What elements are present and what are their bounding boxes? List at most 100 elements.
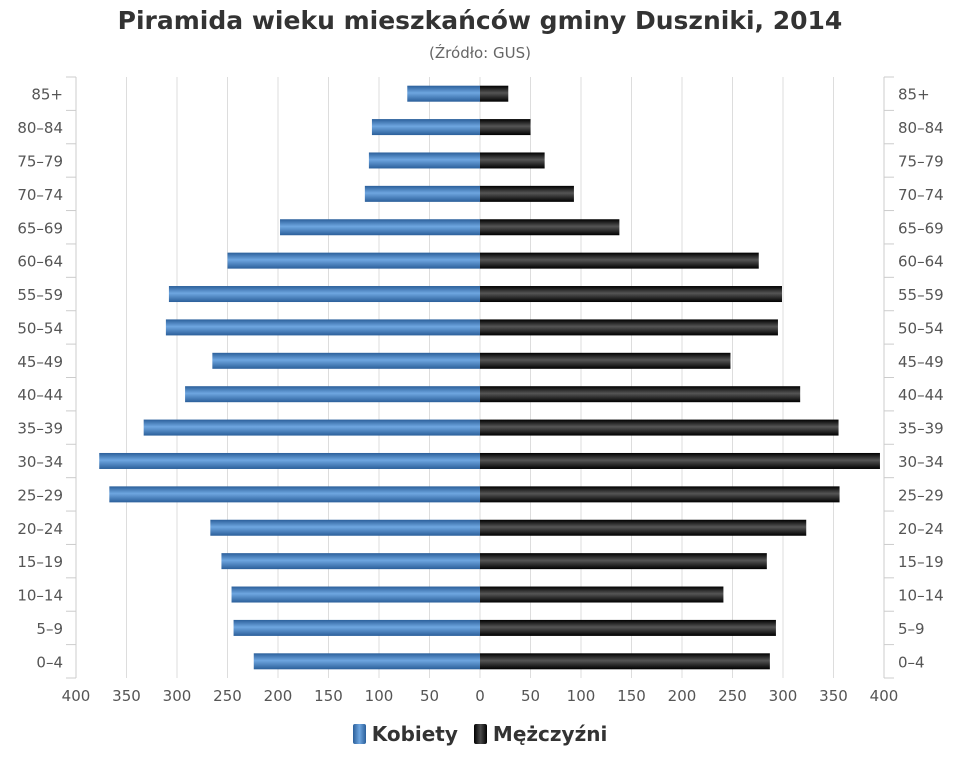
category-label-right: 55–59 — [898, 286, 944, 304]
category-label-right: 70–74 — [898, 186, 944, 204]
x-tick-label: 300 — [163, 687, 192, 705]
category-label-left: 65–69 — [17, 219, 63, 237]
category-label-left: 75–79 — [17, 152, 63, 170]
bar-women-17[interactable] — [407, 85, 480, 102]
bar-men-3[interactable] — [480, 553, 767, 570]
category-label-right: 45–49 — [898, 353, 944, 371]
category-label-left: 10–14 — [17, 587, 63, 605]
category-label-left: 15–19 — [17, 553, 63, 571]
x-tick-label: 50 — [420, 687, 439, 705]
x-tick-label: 250 — [213, 687, 242, 705]
x-tick-label: 350 — [112, 687, 141, 705]
x-tick-label: 200 — [264, 687, 293, 705]
category-label-right: 25–29 — [898, 486, 944, 504]
category-label-right: 50–54 — [898, 319, 944, 337]
bar-men-4[interactable] — [480, 519, 807, 536]
legend: Kobiety Mężczyźni — [0, 722, 960, 746]
tick-labels: 400 350 300 250 200 150 100 50 0 50 100 150 200 250 30… — [17, 86, 943, 705]
bar-women-14[interactable] — [364, 185, 480, 202]
bar-men-6[interactable] — [480, 452, 880, 469]
category-label-left: 25–29 — [17, 486, 63, 504]
x-tick-label: 400 — [62, 687, 91, 705]
legend-item-women[interactable]: Kobiety — [352, 722, 458, 746]
x-tick-label: 400 — [870, 687, 899, 705]
bar-women-10[interactable] — [165, 319, 480, 336]
bar-men-5[interactable] — [480, 486, 840, 503]
bar-men-11[interactable] — [480, 286, 782, 303]
category-label-right: 5–9 — [898, 620, 925, 638]
category-label-right: 65–69 — [898, 219, 944, 237]
bar-women-11[interactable] — [168, 286, 481, 303]
bar-women-6[interactable] — [99, 452, 480, 469]
category-label-right: 35–39 — [898, 420, 944, 438]
bar-men-7[interactable] — [480, 419, 839, 436]
category-label-left: 40–44 — [17, 386, 63, 404]
bar-men-8[interactable] — [480, 386, 801, 403]
bar-women-9[interactable] — [212, 352, 480, 369]
legend-label-men: Mężczyźni — [492, 722, 608, 746]
x-tick-label: 200 — [668, 687, 697, 705]
bar-women-15[interactable] — [368, 152, 480, 169]
bar-men-15[interactable] — [480, 152, 545, 169]
bar-women-5[interactable] — [109, 486, 480, 503]
category-label-right: 80–84 — [898, 119, 944, 137]
bar-women-1[interactable] — [233, 619, 480, 636]
category-label-left: 35–39 — [17, 420, 63, 438]
x-tick-label: 50 — [521, 687, 540, 705]
bar-women-4[interactable] — [210, 519, 480, 536]
bar-men-1[interactable] — [480, 619, 776, 636]
bar-men-9[interactable] — [480, 352, 731, 369]
category-label-left: 55–59 — [17, 286, 63, 304]
bar-women-8[interactable] — [185, 386, 480, 403]
bar-men-12[interactable] — [480, 252, 759, 269]
bar-men-0[interactable] — [480, 653, 770, 670]
bar-women-0[interactable] — [253, 653, 480, 670]
chart-subtitle: (Źródło: GUS) — [429, 44, 531, 62]
x-tick-label: 0 — [475, 687, 485, 705]
x-tick-label: 300 — [769, 687, 798, 705]
legend-item-men[interactable]: Mężczyźni — [473, 722, 608, 746]
category-label-left: 5–9 — [36, 620, 63, 638]
bar-women-3[interactable] — [221, 553, 480, 570]
category-label-right: 60–64 — [898, 253, 944, 271]
bar-men-10[interactable] — [480, 319, 778, 336]
x-tick-label: 100 — [567, 687, 596, 705]
category-label-right: 85+ — [898, 86, 930, 104]
x-tick-label: 150 — [617, 687, 646, 705]
category-label-right: 40–44 — [898, 386, 944, 404]
axes — [66, 76, 894, 679]
category-label-right: 0–4 — [898, 653, 925, 671]
category-label-left: 80–84 — [17, 119, 63, 137]
bar-men-14[interactable] — [480, 185, 574, 202]
category-label-right: 30–34 — [898, 453, 944, 471]
bar-men-2[interactable] — [480, 586, 724, 603]
legend-label-women: Kobiety — [371, 722, 458, 746]
bars — [99, 85, 880, 670]
legend-swatch-men — [473, 724, 487, 744]
category-label-left: 70–74 — [17, 186, 63, 204]
category-label-right: 20–24 — [898, 520, 944, 538]
bar-men-17[interactable] — [480, 85, 509, 102]
bar-women-7[interactable] — [143, 419, 481, 436]
category-label-left: 0–4 — [36, 653, 63, 671]
category-label-left: 60–64 — [17, 253, 63, 271]
category-label-left: 30–34 — [17, 453, 63, 471]
bar-women-12[interactable] — [227, 252, 481, 269]
category-label-right: 10–14 — [898, 587, 944, 605]
bar-men-13[interactable] — [480, 219, 620, 236]
category-label-left: 20–24 — [17, 520, 63, 538]
category-label-right: 15–19 — [898, 553, 944, 571]
x-tick-label: 100 — [365, 687, 394, 705]
x-tick-label: 350 — [819, 687, 848, 705]
bar-women-2[interactable] — [231, 586, 480, 603]
bar-women-13[interactable] — [280, 219, 480, 236]
x-tick-label: 250 — [718, 687, 747, 705]
bar-women-16[interactable] — [371, 119, 480, 136]
chart-title: Piramida wieku mieszkańców gminy Dusznik… — [117, 6, 843, 35]
gridlines — [126, 77, 834, 678]
category-label-left: 85+ — [31, 86, 63, 104]
category-label-left: 50–54 — [17, 319, 63, 337]
bar-men-16[interactable] — [480, 119, 531, 136]
category-label-left: 45–49 — [17, 353, 63, 371]
